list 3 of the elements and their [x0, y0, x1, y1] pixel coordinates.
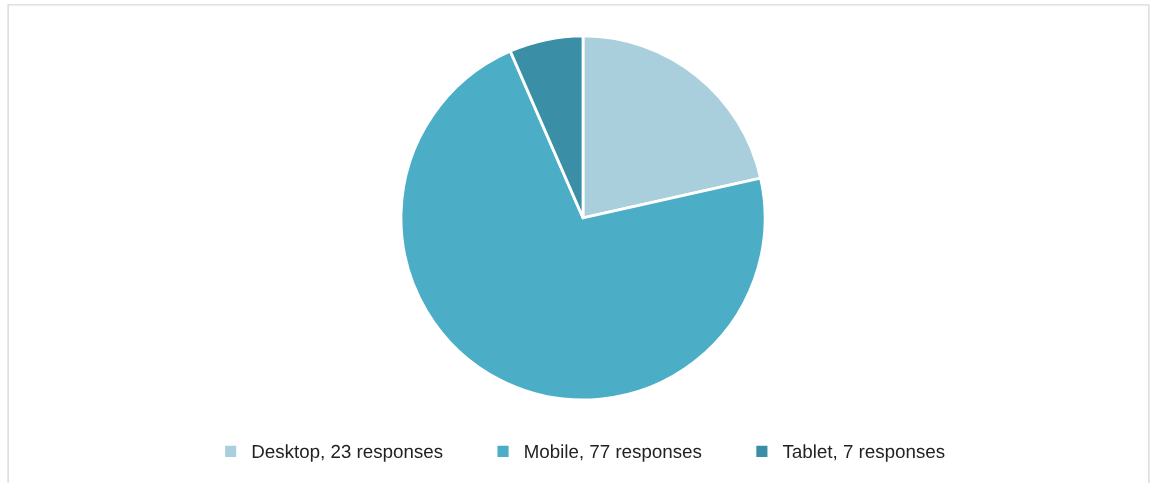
legend-label: Tablet, 7 responses	[782, 444, 945, 462]
legend-label: Desktop, 23 responses	[252, 444, 443, 462]
legend-label: Mobile, 77 responses	[525, 444, 702, 462]
